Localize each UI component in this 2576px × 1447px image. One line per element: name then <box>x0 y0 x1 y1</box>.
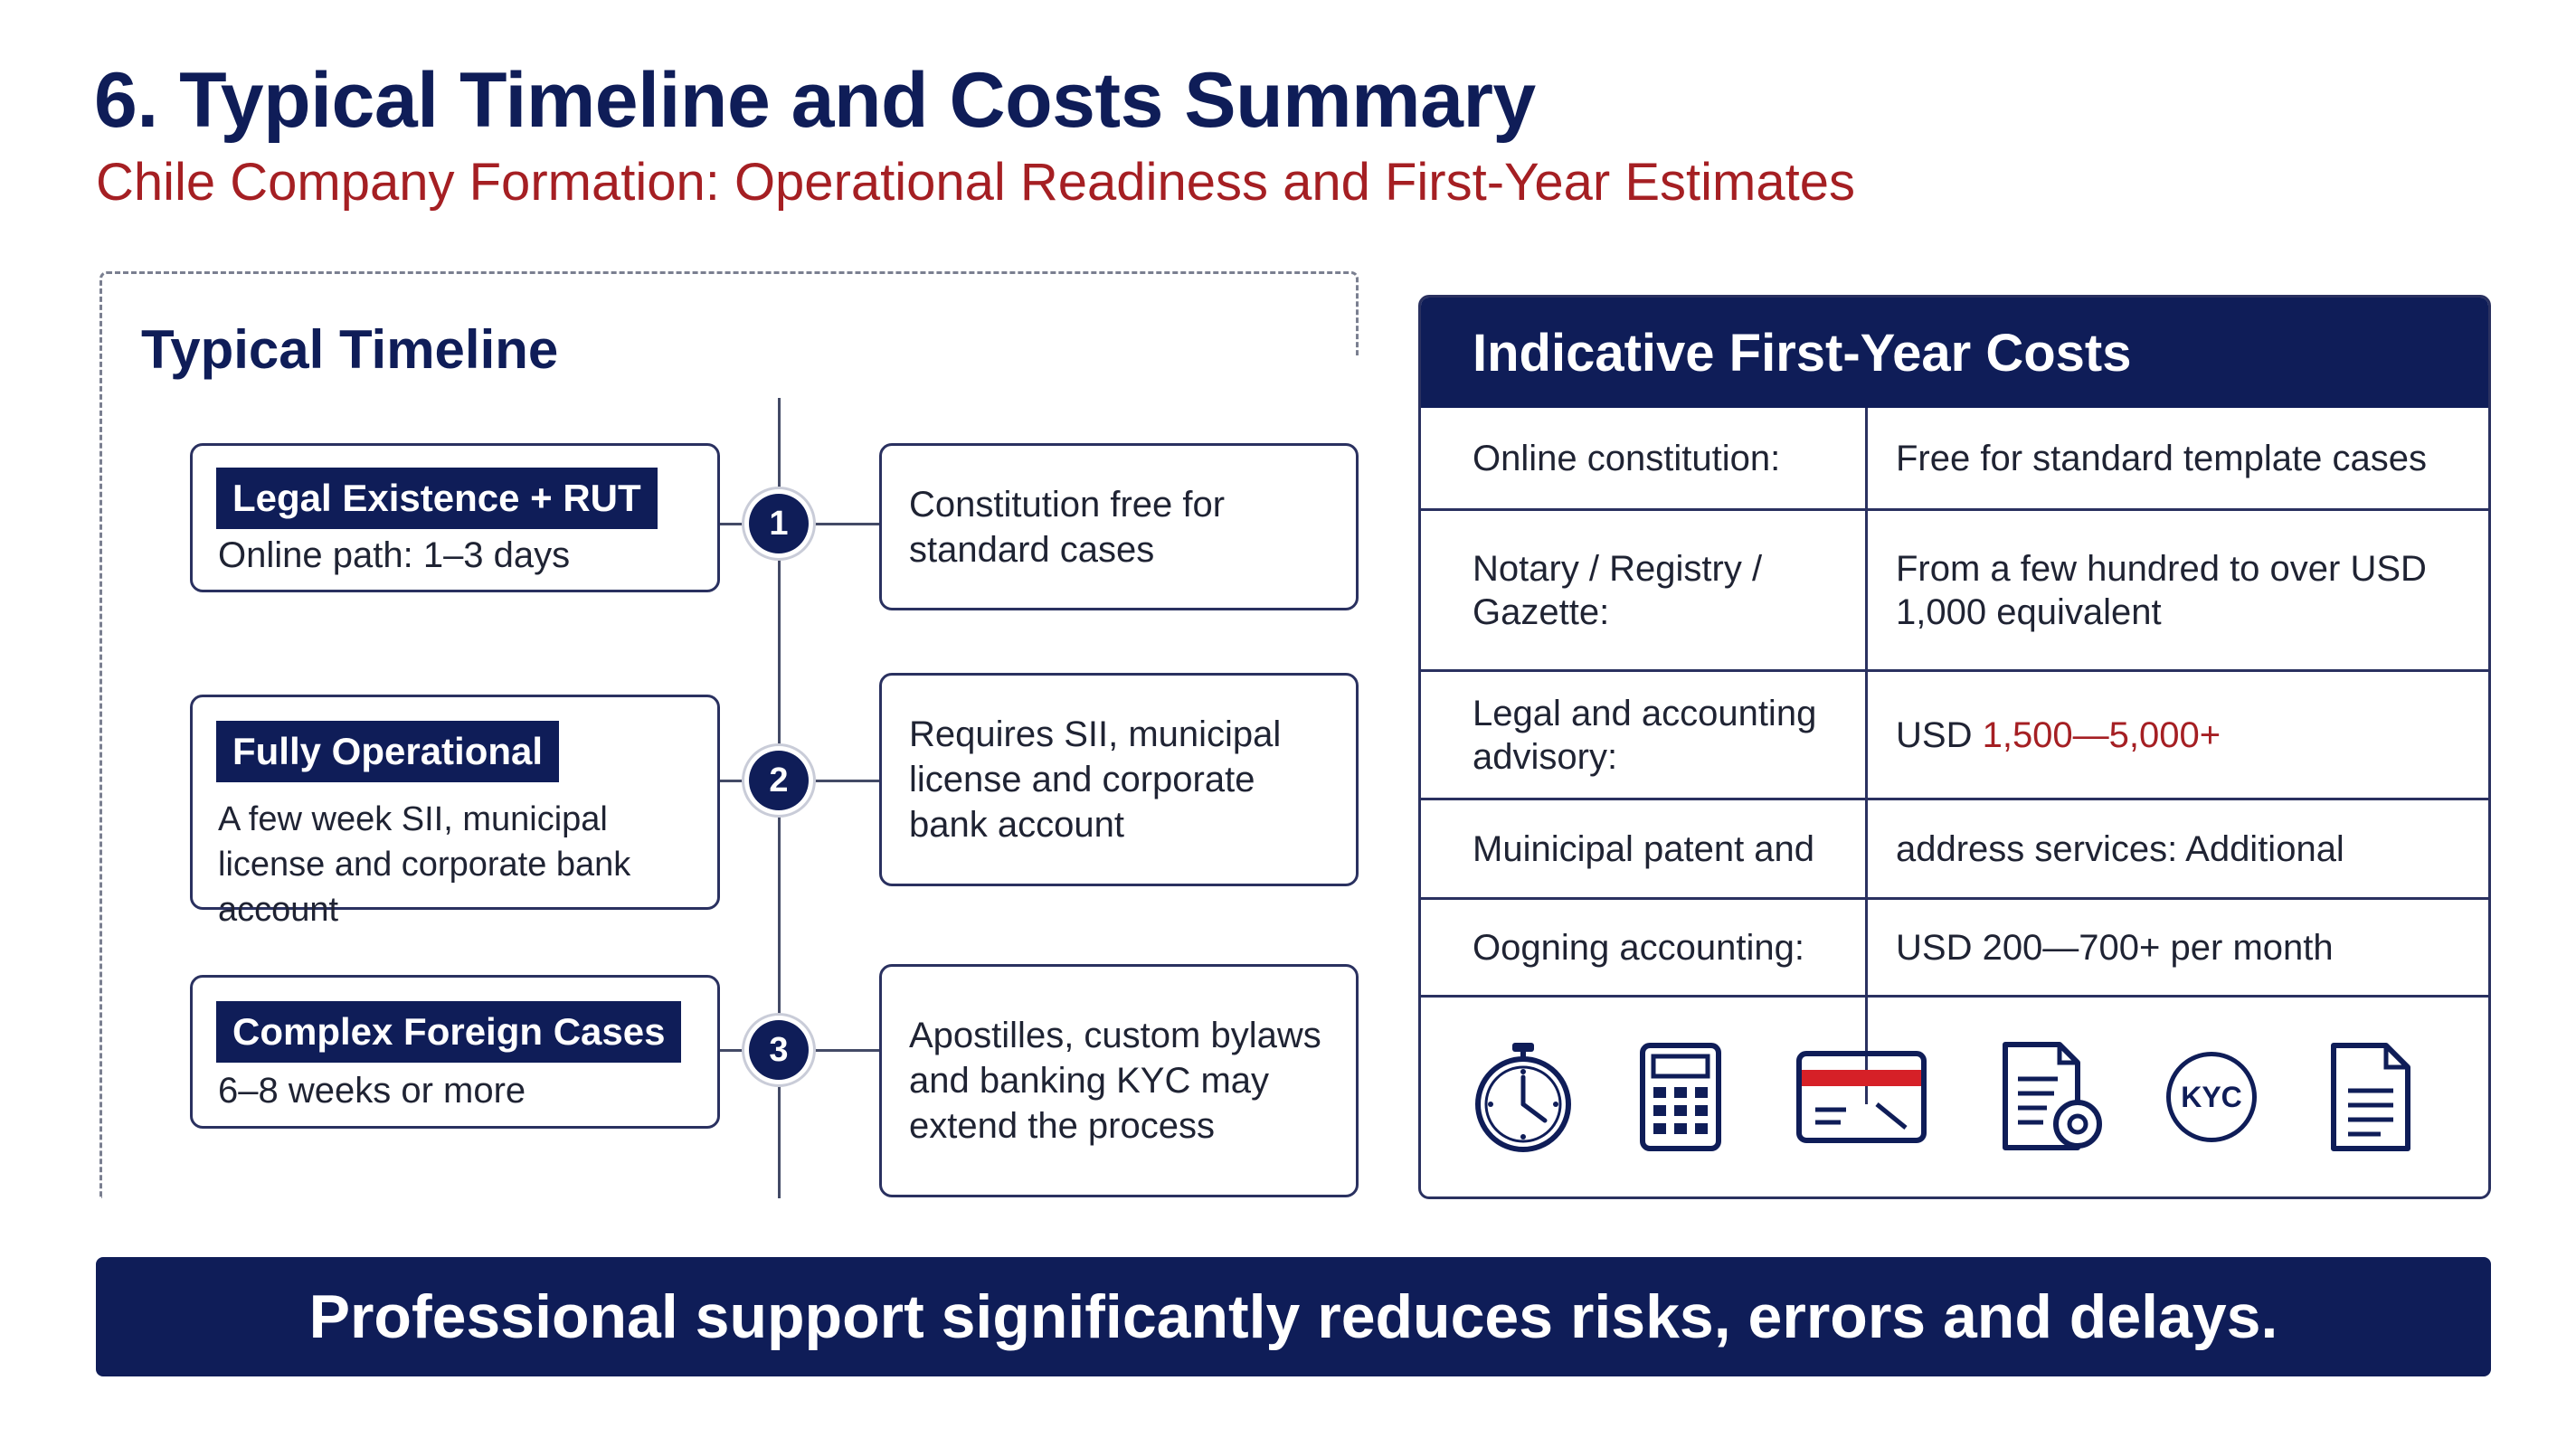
step-2-desc: A few week SII, municipal license and co… <box>218 800 631 929</box>
step-2-number-badge: 2 <box>749 751 809 810</box>
step-3-tag: Complex Foreign Cases <box>216 1001 682 1063</box>
step-3-note-text: Apostilles, custom bylaws and banking KY… <box>909 1016 1321 1146</box>
credit-card-icon <box>1795 1038 1928 1156</box>
cost-label: Notary / Registry / Gazette: <box>1473 548 1763 632</box>
timeline-step-2: Fully Operational A few week SII, munici… <box>190 695 720 929</box>
kyc-label: KYC <box>2181 1080 2242 1113</box>
step-1-tag: Legal Existence + RUT <box>216 468 658 529</box>
cost-value: address services: Additional <box>1896 828 2344 869</box>
cost-row-ongoing-accounting: Oogning accounting: USD 200—700+ per mon… <box>1421 900 2488 998</box>
calculator-icon <box>1637 1038 1724 1156</box>
document-icon <box>2328 1038 2415 1156</box>
cost-row-municipal: Muinicipal patent and address services: … <box>1421 800 2488 900</box>
step-2-note: Requires SII, municipal license and corp… <box>879 673 1359 886</box>
footer-message: Professional support significantly reduc… <box>308 1282 2278 1351</box>
cost-label: Muinicipal patent and <box>1473 828 1815 869</box>
stopwatch-icon <box>1467 1038 1579 1156</box>
cost-value: USD 1,500—5,000+ <box>1896 672 2457 798</box>
step-2-connector-right <box>780 780 879 782</box>
step-3-desc: 6–8 weeks or more <box>218 1071 526 1111</box>
cost-label: Oogning accounting: <box>1473 927 1804 968</box>
cost-value: From a few hundred to over USD 1,000 equ… <box>1896 548 2427 632</box>
timeline-step-3: Complex Foreign Cases 6–8 weeks or more <box>190 975 720 1129</box>
footer-banner: Professional support significantly reduc… <box>96 1257 2491 1376</box>
step-3-number-badge: 3 <box>749 1020 809 1080</box>
cost-row-notary: Notary / Registry / Gazette: From a few … <box>1421 511 2488 672</box>
cost-label: Online constitution: <box>1473 438 1781 478</box>
document-gear-icon <box>1999 1038 2106 1156</box>
step-1-desc: Online path: 1–3 days <box>218 535 571 575</box>
timeline-step-1: Legal Existence + RUT Online path: 1–3 d… <box>190 443 720 592</box>
step-3-note: Apostilles, custom bylaws and banking KY… <box>879 964 1359 1197</box>
cost-label: Legal and accounting advisory: <box>1473 693 1817 777</box>
page-title: 6. Typical Timeline and Costs Summary <box>94 57 1536 144</box>
costs-column-divider <box>1865 408 1868 1104</box>
costs-heading: Indicative First-Year Costs <box>1421 298 2488 408</box>
step-3-connector-right <box>780 1049 879 1052</box>
step-1-number-badge: 1 <box>749 494 809 553</box>
cost-value: USD 200—700+ per month <box>1896 927 2334 968</box>
cost-row-online-constitution: Online constitution: Free for standard t… <box>1421 408 2488 511</box>
kyc-badge-icon: KYC <box>2160 1038 2263 1156</box>
step-1-note-text: Constitution free for standard cases <box>909 484 1226 570</box>
page-subtitle: Chile Company Formation: Operational Rea… <box>96 153 1855 212</box>
step-2-note-text: Requires SII, municipal license and corp… <box>909 714 1282 845</box>
step-1-connector-right <box>780 523 879 525</box>
cost-value-highlight: 1,500—5,000+ <box>1982 714 2221 755</box>
step-1-note: Constitution free for standard cases <box>879 443 1359 610</box>
costs-panel: Indicative First-Year Costs Online const… <box>1418 295 2491 1199</box>
step-2-tag: Fully Operational <box>216 721 560 782</box>
cost-value: Free for standard template cases <box>1896 438 2427 478</box>
timeline-heading: Typical Timeline <box>141 319 559 380</box>
cost-value-prefix: USD <box>1896 714 1983 755</box>
cost-row-advisory: Legal and accounting advisory: USD 1,500… <box>1421 672 2488 800</box>
